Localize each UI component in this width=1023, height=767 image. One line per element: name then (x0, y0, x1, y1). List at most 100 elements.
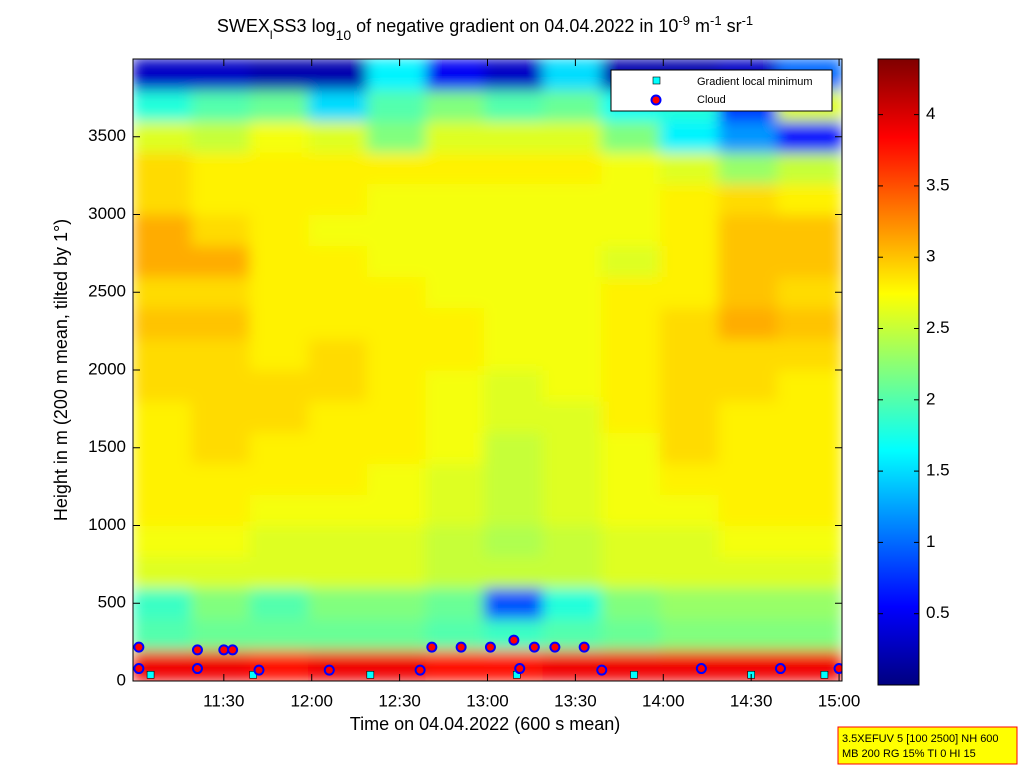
heat-cell (191, 525, 251, 558)
x-tick-label: 13:00 (466, 691, 509, 710)
heat-cell (366, 89, 427, 122)
heat-cell (249, 245, 310, 278)
heat-cell (718, 182, 779, 215)
legend-marker (652, 76, 661, 85)
heat-cell (249, 587, 310, 620)
heat-cell (308, 400, 368, 433)
heat-cell (425, 462, 486, 495)
heat-cell (425, 120, 486, 153)
heat-cell (308, 556, 368, 589)
colorbar-tick-label: 0.5 (926, 603, 950, 622)
heat-cell (484, 214, 544, 247)
heat-cell (366, 649, 427, 681)
heatmap (133, 59, 842, 681)
heat-cell (484, 369, 544, 402)
cloud-point (774, 663, 786, 675)
heat-cell (191, 587, 251, 620)
heat-cell (718, 556, 779, 589)
heat-cell (484, 525, 544, 558)
heat-cell (249, 276, 310, 309)
heat-cell (718, 493, 779, 526)
heat-cell (484, 338, 544, 371)
heat-cell (777, 556, 842, 589)
heat-cell (542, 276, 603, 309)
heat-cell (777, 431, 842, 464)
heat-cell (191, 369, 251, 402)
heat-cell (542, 214, 603, 247)
cloud-point (508, 634, 520, 646)
colorbar-tick-label: 3 (926, 247, 935, 266)
heat-cell (249, 182, 310, 215)
y-tick-label: 1500 (88, 437, 126, 456)
colorbar (877, 58, 920, 686)
heat-cell (777, 462, 842, 495)
heat-cell (133, 525, 193, 558)
heat-cell (425, 587, 486, 620)
heat-cell (133, 245, 193, 278)
heat-cell (133, 307, 193, 340)
heat-cell (425, 649, 486, 681)
gradient-min-point (366, 670, 375, 679)
heat-cell (601, 307, 661, 340)
heat-cell (366, 462, 427, 495)
heat-cell (777, 493, 842, 526)
heat-cell (133, 400, 193, 433)
heat-cell (601, 151, 661, 184)
heat-cell (777, 587, 842, 620)
heat-cell (718, 120, 779, 153)
heat-cell (777, 182, 842, 215)
heat-cell (191, 89, 251, 122)
heat-cell (718, 525, 779, 558)
x-tick-label: 13:30 (554, 691, 597, 710)
heat-cell (133, 587, 193, 620)
heat-cell (133, 89, 193, 122)
heat-cell (542, 431, 603, 464)
heat-cell (659, 369, 720, 402)
heat-cell (425, 214, 486, 247)
heat-cell (542, 556, 603, 589)
heat-cell (542, 338, 603, 371)
heat-cell (191, 618, 251, 651)
heat-cell (249, 369, 310, 402)
heat-cell (659, 307, 720, 340)
heat-cell (484, 307, 544, 340)
heat-cell (425, 525, 486, 558)
heat-cell (542, 493, 603, 526)
heat-cell (718, 338, 779, 371)
heat-cell (718, 369, 779, 402)
cloud-point (191, 644, 203, 656)
heat-cell (308, 338, 368, 371)
heat-cell (659, 525, 720, 558)
heat-cell (191, 431, 251, 464)
heat-cell (659, 431, 720, 464)
title-part: -1 (710, 13, 722, 28)
heat-cell (484, 89, 544, 122)
title-part: SWEX (217, 16, 270, 36)
heat-cell (718, 431, 779, 464)
heat-cell (601, 431, 661, 464)
title-part: of negative gradient on 04.04.2022 in 10 (351, 16, 678, 36)
heat-cell (308, 493, 368, 526)
heat-cell (718, 214, 779, 247)
y-tick-label: 500 (98, 593, 126, 612)
heat-cell (425, 369, 486, 402)
gradient-min-point (146, 670, 155, 679)
heat-cell (659, 462, 720, 495)
colorbar-tick-label: 4 (926, 104, 935, 123)
heat-cell (777, 525, 842, 558)
heat-cell (601, 369, 661, 402)
heat-cell (659, 649, 720, 681)
heat-cell (777, 276, 842, 309)
heat-cell (133, 59, 193, 91)
heat-cell (777, 338, 842, 371)
heat-cell (484, 462, 544, 495)
heat-cell (542, 369, 603, 402)
heat-cell (484, 556, 544, 589)
title-part: -9 (678, 13, 690, 28)
heat-cell (366, 338, 427, 371)
cloud-point (833, 663, 842, 675)
cloud-point (253, 664, 265, 676)
heat-cell (484, 493, 544, 526)
heat-cell (542, 649, 603, 681)
heat-cell (425, 338, 486, 371)
